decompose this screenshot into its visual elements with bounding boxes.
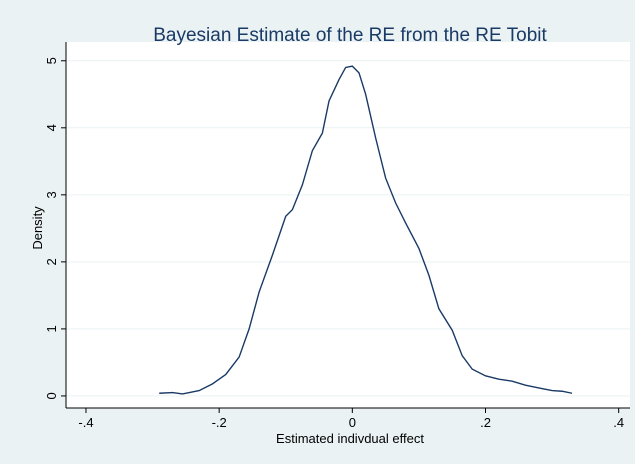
- y-tick-label: 2: [44, 258, 59, 265]
- x-tick-label: .4: [613, 415, 624, 430]
- x-tick-label: .2: [480, 415, 491, 430]
- x-tick-label: 0: [349, 415, 356, 430]
- chart-title: Bayesian Estimate of the RE from the RE …: [153, 25, 547, 46]
- x-axis-label: Estimated indivdual effect: [276, 431, 424, 446]
- density-line: [159, 65, 573, 395]
- y-tick-label: 0: [44, 392, 59, 399]
- y-tick-label: 3: [44, 191, 59, 198]
- plot-area: [66, 42, 630, 408]
- y-tick-label: 5: [44, 57, 59, 64]
- y-tick-label: 1: [44, 325, 59, 332]
- x-tick-label: -.4: [78, 415, 93, 430]
- y-axis-label: Density: [30, 206, 45, 250]
- x-tick-label: -.2: [212, 415, 227, 430]
- y-tick-label: 4: [44, 124, 59, 131]
